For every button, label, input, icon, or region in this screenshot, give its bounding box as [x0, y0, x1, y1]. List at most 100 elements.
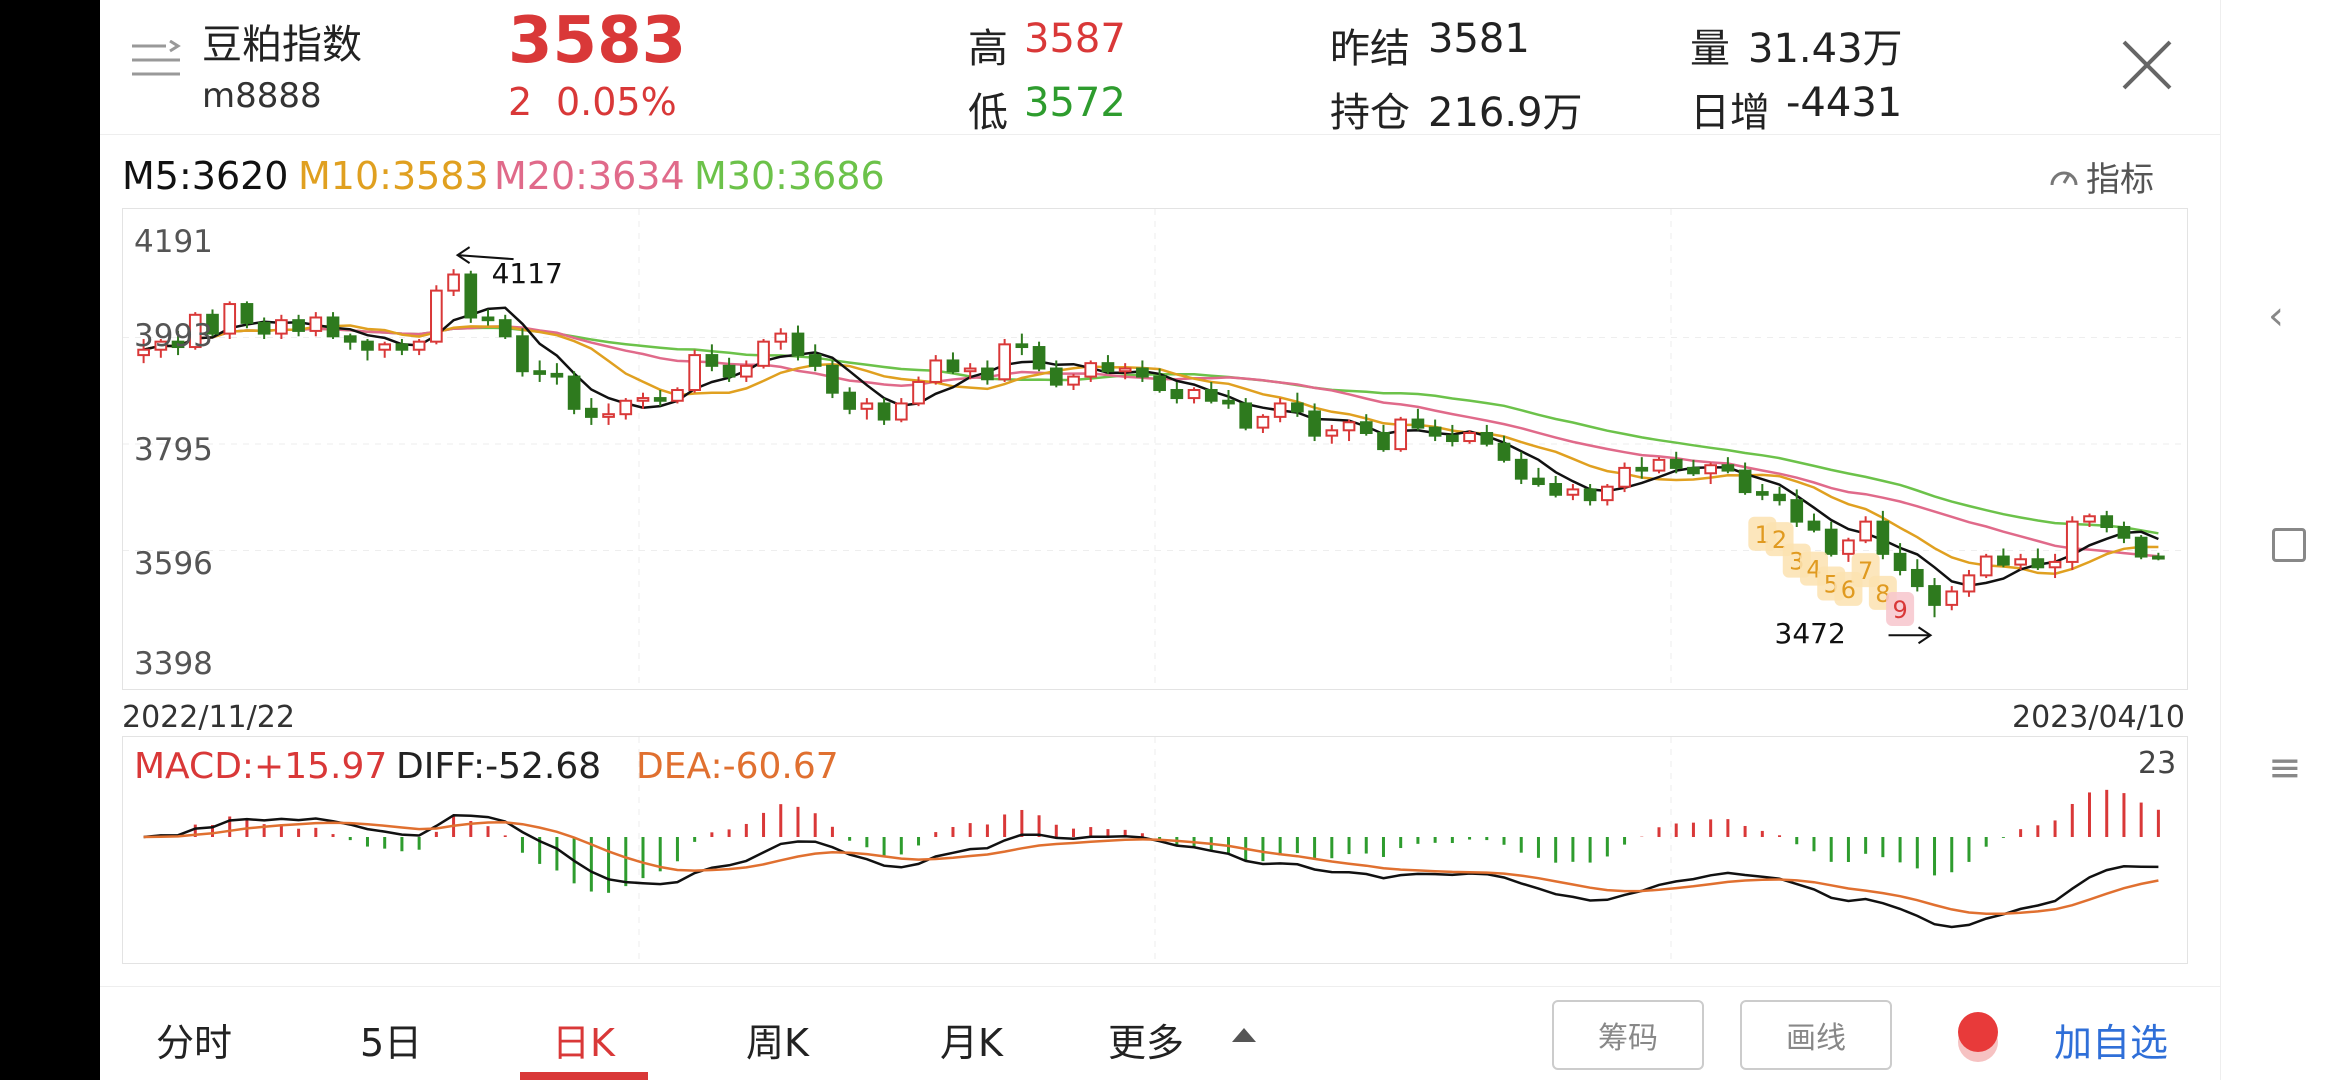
candle-down: [1497, 435, 1511, 463]
candle-down: [1738, 462, 1752, 495]
daily-increase-label: 日增: [1690, 90, 1770, 136]
macd-svg: [143, 737, 2160, 963]
candle-up: [378, 341, 392, 358]
tab-monthly-k[interactable]: 月K: [940, 1021, 1003, 1065]
candle-up: [412, 338, 426, 356]
candle-up: [1618, 462, 1631, 493]
candle-down: [1308, 403, 1321, 442]
candle-down: [481, 309, 495, 326]
candle-down: [1687, 459, 1700, 476]
candle-body: [1239, 402, 1253, 429]
candle-down: [808, 344, 822, 372]
candle-body: [1532, 477, 1545, 486]
candle-down: [1032, 341, 1046, 372]
high-label: 高: [968, 26, 1008, 72]
candle-up: [2083, 513, 2096, 527]
candle-down: [1049, 360, 1063, 388]
volume-value: 31.43万: [1748, 26, 1903, 72]
tab-intraday[interactable]: 分时: [156, 1021, 233, 1065]
candle-body: [1652, 458, 1666, 472]
candle-body: [1928, 585, 1941, 606]
menu-icon[interactable]: ≡: [2268, 745, 2302, 791]
close-icon[interactable]: [2120, 38, 2174, 96]
candle-body: [223, 303, 237, 335]
add-favorite-button[interactable]: 加自选: [2054, 1021, 2169, 1065]
candle-body: [1549, 483, 1563, 496]
candle-down: [585, 398, 598, 425]
candle-down: [1480, 424, 1494, 447]
candle-down: [464, 270, 478, 323]
candle-down: [826, 360, 839, 399]
menu-lines-icon[interactable]: [130, 39, 182, 84]
candle-up: [1566, 484, 1580, 501]
candle-body: [963, 367, 977, 373]
low-value: 3572: [1024, 80, 1126, 126]
square-icon[interactable]: [2272, 528, 2306, 562]
chips-button[interactable]: 筹码: [1552, 1000, 1704, 1070]
candle-body: [653, 397, 667, 402]
candle-body: [1738, 469, 1752, 494]
candle-up: [963, 363, 977, 380]
candle-up: [2048, 553, 2062, 579]
candle-up: [1273, 398, 1287, 423]
candle-down: [1997, 548, 2010, 568]
candle-down: [1773, 486, 1786, 506]
candle-body: [378, 343, 392, 351]
candle-body: [326, 316, 340, 338]
candle-down: [1721, 457, 1735, 474]
candle-body: [2100, 515, 2114, 528]
min-arrow-head: [1917, 626, 1933, 645]
record-dot-icon[interactable]: [1958, 1012, 1998, 1052]
candle-body: [1015, 343, 1029, 349]
candle-body: [1101, 362, 1115, 373]
candle-down: [533, 360, 547, 382]
gauge-icon: [2050, 171, 2078, 185]
macd-chart[interactable]: [122, 736, 2188, 964]
candle-body: [1669, 458, 1683, 469]
candle-down: [395, 338, 409, 356]
kline-chart[interactable]: 4117 3472 1 2 3 4 5 6 7 8 9: [122, 208, 2188, 690]
candle-up: [275, 314, 288, 339]
candle-down: [567, 371, 581, 415]
tab-daily-k[interactable]: 日K: [552, 1021, 615, 1065]
date-start-label: 2022/11/22: [122, 700, 295, 735]
left-black-bar: [0, 0, 100, 1080]
chevron-left-icon[interactable]: ‹: [2268, 293, 2284, 339]
last-price: 3583: [508, 4, 687, 78]
candle-down: [705, 344, 719, 372]
candle-up: [1463, 430, 1476, 444]
draw-line-button[interactable]: 画线: [1740, 1000, 1892, 1070]
candle-body: [1635, 466, 1649, 472]
caret-up-icon[interactable]: [1232, 1028, 1256, 1042]
candle-body: [1153, 375, 1166, 392]
y-tick-label: 4191: [134, 224, 213, 260]
candle-down: [1239, 398, 1253, 431]
candle-down: [1876, 510, 1890, 560]
candle-up: [154, 338, 168, 358]
min-price-label: 3472: [1775, 617, 1846, 650]
candle-up: [636, 392, 650, 409]
candle-body: [602, 413, 615, 418]
indicator-button[interactable]: 指标: [2048, 152, 2154, 201]
candle-up: [1704, 462, 1717, 485]
tab-weekly-k[interactable]: 周K: [746, 1021, 809, 1065]
candle-down: [1291, 392, 1304, 417]
tab-more[interactable]: 更多: [1108, 1021, 1185, 1065]
price-change-pct: 0.05%: [556, 80, 677, 124]
ma5-line: [143, 306, 2159, 587]
candle-body: [1755, 491, 1769, 496]
candle-down: [722, 357, 736, 382]
candle-body: [309, 316, 323, 332]
tab-5day[interactable]: 5日: [360, 1021, 423, 1065]
candle-up: [1084, 360, 1098, 382]
candle-down: [1910, 559, 1924, 592]
candle-body: [1222, 399, 1235, 405]
candle-down: [2117, 521, 2131, 544]
candle-up: [774, 328, 788, 350]
candle-down: [791, 325, 805, 361]
max-arrow-head: [455, 246, 471, 264]
candle-up: [1342, 419, 1356, 442]
candle-down: [1893, 543, 1907, 576]
candle-body: [1256, 415, 1270, 429]
